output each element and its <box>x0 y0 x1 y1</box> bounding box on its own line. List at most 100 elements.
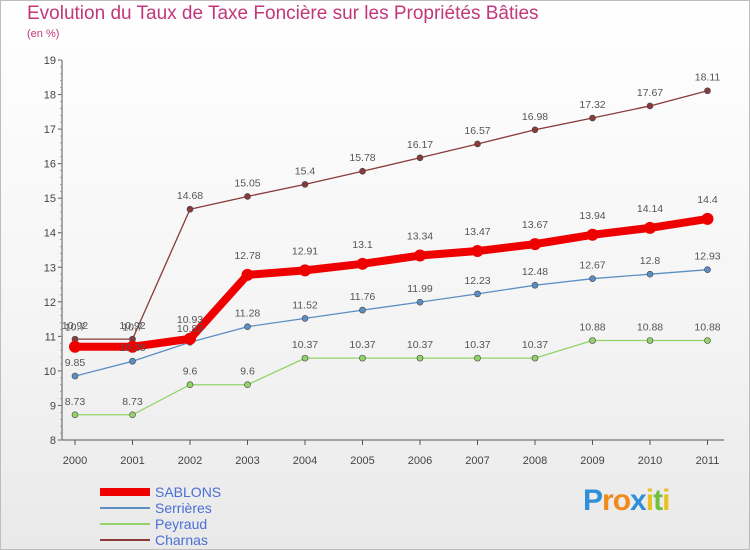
data-label: 16.98 <box>522 111 548 123</box>
data-label: 10.37 <box>407 339 433 351</box>
data-point-serrières <box>531 281 539 289</box>
series-line-serrières <box>74 269 709 377</box>
data-point-sablons <box>184 332 196 345</box>
data-label: 10.37 <box>522 339 548 351</box>
series-line-sablons <box>71 214 712 351</box>
data-point-charnas <box>704 87 711 95</box>
x-tick-label: 2007 <box>465 455 489 467</box>
y-tick-label: 11 <box>45 331 56 343</box>
x-tick-label: 2011 <box>696 455 720 467</box>
x-tick-label: 2000 <box>63 455 87 467</box>
data-point-serrières <box>474 290 481 298</box>
series-layer <box>69 87 714 419</box>
data-label: 12.93 <box>694 251 720 263</box>
data-label: 15.05 <box>234 177 260 189</box>
data-label: 17.32 <box>579 99 605 111</box>
data-point-sablons <box>299 264 311 277</box>
data-point-charnas <box>301 181 309 188</box>
logo-letter: i <box>645 484 654 517</box>
data-label: 17.67 <box>637 87 663 99</box>
x-tick-label: 2008 <box>523 455 547 467</box>
data-label: 15.4 <box>295 165 316 177</box>
data-point-charnas <box>359 167 366 175</box>
data-point-sablons <box>529 238 541 251</box>
data-label: 11.76 <box>350 291 376 303</box>
data-label: 12.8 <box>640 255 661 267</box>
data-label: 10.37 <box>349 339 375 351</box>
data-point-serrières <box>71 372 79 380</box>
logo-letter: r <box>602 484 614 517</box>
data-point-peyraud <box>474 354 481 362</box>
x-tick-label: 2003 <box>235 455 259 467</box>
data-label: 18.11 <box>695 72 721 84</box>
data-label: 14.68 <box>177 190 203 202</box>
data-point-sablons <box>126 340 139 353</box>
data-label: 10.37 <box>464 339 490 351</box>
data-label: 10.88 <box>579 322 605 334</box>
legend-label-sablons: SABLONS <box>155 484 221 500</box>
data-point-serrières <box>589 275 596 282</box>
data-point-serrières <box>301 315 309 322</box>
data-label: 10.83 <box>177 323 203 335</box>
data-label: 15.78 <box>349 152 375 164</box>
data-label: 12.78 <box>234 250 260 262</box>
data-label: 10.92 <box>62 320 88 332</box>
data-point-charnas <box>646 102 654 110</box>
chart-title: Evolution du Taux de Taxe Foncière sur l… <box>27 3 539 24</box>
data-label: 14.4 <box>697 194 718 206</box>
y-tick-label: 15 <box>44 193 56 205</box>
x-tick-label: 2004 <box>293 455 317 467</box>
y-tick-label: 18 <box>44 90 56 102</box>
logo-letter: t <box>653 484 663 517</box>
legend-label-charnas: Charnas <box>155 532 208 548</box>
data-label: 8.73 <box>65 396 86 408</box>
data-point-charnas <box>186 205 194 213</box>
data-point-peyraud <box>301 354 309 362</box>
data-point-charnas <box>416 154 424 162</box>
data-point-sablons <box>471 245 484 258</box>
data-label: 9.6 <box>240 366 255 378</box>
data-label: 10.88 <box>694 322 720 334</box>
data-point-charnas <box>474 140 481 148</box>
y-tick-label: 13 <box>44 262 56 274</box>
logo-letter: i <box>662 484 670 517</box>
data-point-serrières <box>704 266 711 273</box>
data-point-peyraud <box>646 337 654 344</box>
data-point-peyraud <box>589 337 596 344</box>
y-tick-label: 8 <box>50 435 56 447</box>
data-point-peyraud <box>704 337 711 344</box>
data-point-charnas <box>589 114 596 122</box>
x-tick-label: 2001 <box>120 455 144 467</box>
data-label: 10.7 <box>65 322 86 334</box>
proxiti-logo: Proxiti <box>583 484 670 518</box>
logo-letter: P <box>583 484 603 517</box>
data-point-sablons <box>69 340 81 353</box>
x-tick-label: 2005 <box>350 455 374 467</box>
y-tick-label: 9 <box>50 400 56 412</box>
data-point-peyraud <box>359 354 366 362</box>
data-point-sablons <box>644 221 656 234</box>
data-point-serrières <box>359 306 366 314</box>
data-label: 10.93 <box>177 314 203 326</box>
series-line-peyraud <box>74 339 709 416</box>
data-label: 16.17 <box>407 139 433 151</box>
data-label: 8.73 <box>122 396 143 408</box>
data-label: 14.14 <box>637 203 663 215</box>
chart-subtitle: (en %) <box>27 28 60 40</box>
data-point-peyraud <box>186 381 194 389</box>
data-label: 13.47 <box>464 226 490 238</box>
data-label: 16.57 <box>464 125 490 137</box>
data-point-peyraud <box>531 354 539 362</box>
logo-letter: x <box>630 484 647 517</box>
data-point-sablons <box>414 249 426 262</box>
x-tick-label: 2006 <box>408 455 432 467</box>
data-label: 13.34 <box>407 231 433 243</box>
data-point-serrières <box>416 298 424 306</box>
series-line-charnas <box>74 90 709 340</box>
data-label: 9.6 <box>183 366 198 378</box>
data-point-peyraud <box>71 411 79 419</box>
data-point-sablons <box>241 268 254 281</box>
legend-label-serrières: Serrières <box>155 500 212 516</box>
x-tick-label: 2002 <box>178 455 202 467</box>
data-point-sablons <box>586 228 599 241</box>
